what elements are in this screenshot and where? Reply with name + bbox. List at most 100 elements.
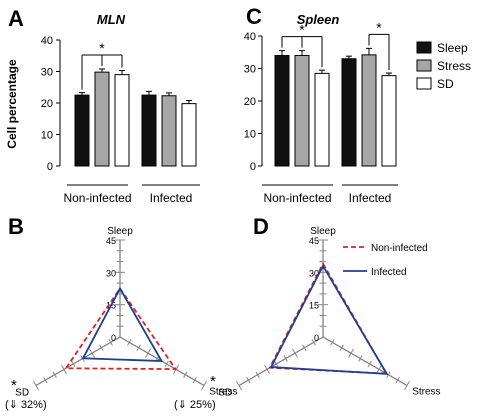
radar-axis-label-stress: Stress	[412, 387, 440, 398]
radar-tick	[71, 360, 76, 368]
radar-tick	[302, 344, 307, 352]
bar-stress-infected	[161, 95, 177, 167]
y-axis-label: Cell percentage	[5, 59, 19, 149]
radar-tick-label: 0	[111, 333, 116, 343]
radar-axis-stress	[322, 336, 408, 387]
radar-chart-d: Sleep Stress SD 0 15 30 45 Non-infected Infected	[218, 226, 440, 399]
bar-sleep-non-infected	[274, 55, 290, 167]
y-tick-label: 40	[41, 35, 53, 47]
radar-tick	[283, 355, 288, 362]
y-tick-label: 30	[41, 67, 53, 79]
legend-swatch-sd	[416, 77, 432, 90]
group-label-infected: Infected	[150, 191, 193, 205]
radar-tick-label: 0	[314, 333, 319, 343]
bar-sd-infected	[181, 103, 197, 167]
bar-sleep-infected	[341, 58, 357, 167]
radar-tick	[136, 344, 141, 352]
radar-tick	[348, 348, 354, 358]
radar-tick	[386, 371, 391, 379]
stress-significance-star: *	[210, 373, 216, 390]
panel-letter-a: A	[8, 6, 24, 31]
radar-tick	[61, 364, 67, 374]
sd-significance-star: *	[11, 377, 17, 394]
radar-tick	[236, 380, 242, 391]
radar-tick	[183, 371, 188, 379]
y-tick-label: 20	[244, 96, 256, 108]
significance-star: *	[99, 40, 105, 56]
legend-label-stress: Stress	[437, 59, 471, 73]
radar-panels: SleepStressSD0153045SleepStressSD0153045…	[15, 226, 440, 399]
radar-tick	[246, 376, 251, 384]
sd-change-label: (⇓ 32%)	[5, 399, 47, 411]
radar-tick	[108, 339, 113, 346]
radar-tick	[292, 348, 298, 358]
y-tick-label: 40	[244, 31, 256, 43]
panel-letter-c: C	[246, 4, 262, 29]
radar-tick	[311, 339, 316, 346]
group-label-infected: Infected	[349, 191, 392, 205]
bar-stress-non-infected	[94, 71, 110, 167]
radar-tick	[99, 344, 104, 352]
radar-tick	[330, 339, 335, 346]
bar-sleep-non-infected	[74, 94, 90, 167]
bar-sd-infected	[381, 75, 397, 167]
radar-axis-sd	[238, 336, 324, 387]
radar-tick	[395, 376, 400, 384]
radar-tick	[52, 371, 57, 379]
significance-bracket: *	[81, 40, 123, 90]
radar-tick	[367, 360, 372, 368]
chart-title-mln: MLN	[97, 12, 126, 27]
radar-axis-label-sd: SD	[218, 388, 232, 399]
bar-stress-non-infected	[294, 55, 310, 167]
radar-tick	[376, 364, 382, 374]
panel-letter-b: B	[8, 214, 24, 239]
legend-swatch-sleep	[416, 41, 432, 54]
bar-panels: 0 10 20 30 40 Non-infected Infected * 0 10 20 30 40 N…	[41, 19, 471, 205]
radar-tick-label: 15	[309, 301, 319, 311]
significance-bracket: *	[281, 22, 323, 68]
bar-sleep-infected	[141, 94, 157, 167]
radar-tick	[43, 376, 48, 384]
bar-stress-infected	[361, 54, 377, 167]
legend-label-non-infected: Non-infected	[371, 243, 428, 254]
y-tick-label: 0	[250, 161, 256, 173]
chart-title-spleen: Spleen	[297, 12, 340, 27]
radar-tick	[192, 376, 197, 384]
bar-chart-c: 0 10 20 30 40 Non-infected Infected * * Sleep Stre…	[244, 19, 471, 205]
panel-letter-d: D	[253, 214, 269, 239]
y-tick-label: 10	[244, 129, 256, 141]
radar-tick-label: 30	[106, 268, 116, 278]
radar-tick	[164, 360, 169, 368]
radar-tick	[274, 360, 279, 368]
significance-star: *	[299, 22, 305, 38]
radar-series-non-infected	[64, 286, 178, 371]
radar-tick	[358, 355, 363, 362]
bar-chart-a: 0 10 20 30 40 Non-infected Infected *	[41, 35, 200, 205]
legend-label-sd: SD	[437, 77, 454, 91]
radar-axis-label-sleep: Sleep	[107, 226, 133, 237]
radar-tick-label: 45	[106, 236, 116, 246]
radar-tick-label: 30	[309, 268, 319, 278]
radar-axis-label-sleep: Sleep	[310, 226, 336, 237]
radar-axis-label-stress: Stress	[209, 387, 237, 398]
radar-axis-label-sd: SD	[15, 388, 29, 399]
significance-bracket: *	[368, 19, 390, 71]
significance-star: *	[376, 19, 382, 35]
legend-swatch-stress	[416, 59, 432, 72]
radar-tick	[404, 380, 410, 391]
y-tick-label: 20	[41, 98, 53, 110]
legend-label-sleep: Sleep	[437, 41, 468, 55]
y-tick-label: 0	[47, 161, 53, 173]
radar-axis-sd	[35, 336, 121, 387]
y-tick-label: 30	[244, 64, 256, 76]
radar-tick	[264, 364, 270, 374]
group-label-non-infected: Non-infected	[63, 191, 131, 205]
radar-tick	[255, 371, 260, 379]
radar-series-infected	[269, 264, 389, 375]
stress-change-label: (⇓ 25%)	[174, 399, 216, 411]
bar-sd-non-infected	[314, 72, 330, 167]
legend-label-infected: Infected	[371, 267, 407, 278]
radar-tick	[201, 380, 207, 391]
